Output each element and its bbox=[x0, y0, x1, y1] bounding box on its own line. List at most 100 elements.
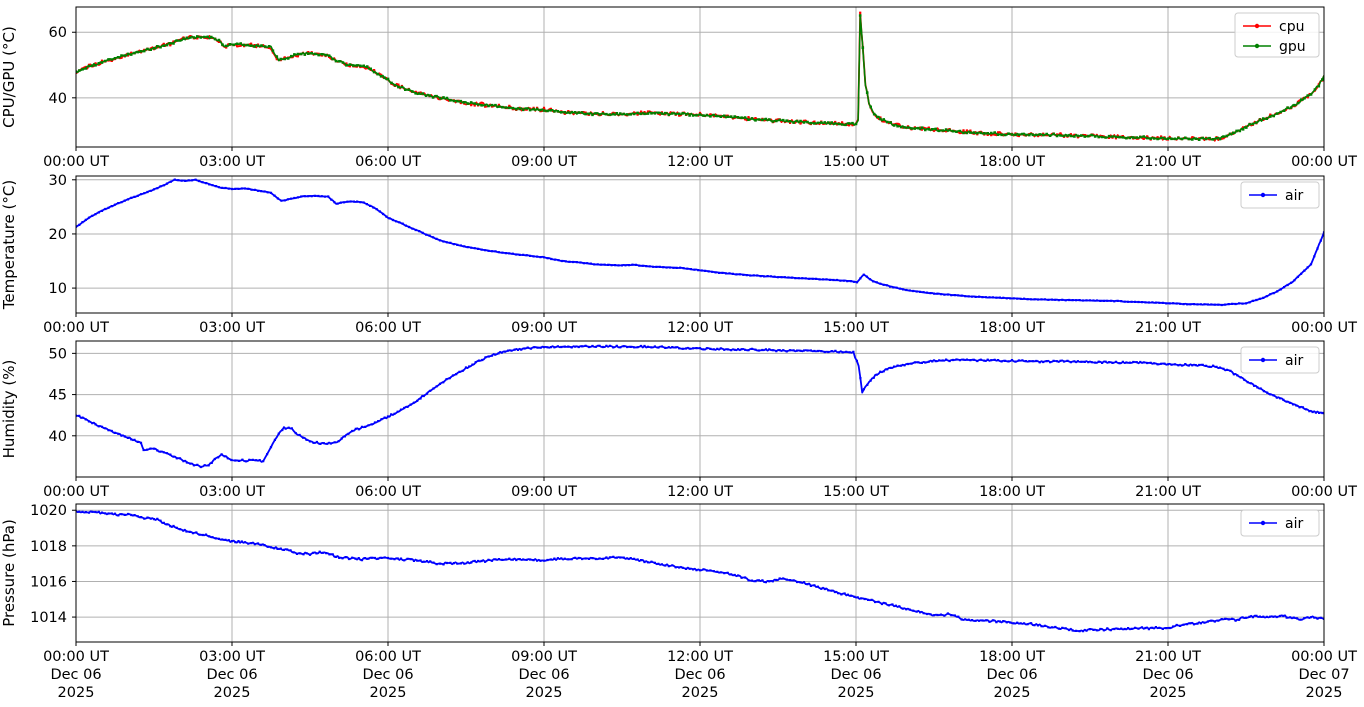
x-tick-year: 2025 bbox=[214, 685, 251, 701]
y-tick-label: 1014 bbox=[30, 610, 67, 626]
legend-box bbox=[1240, 509, 1320, 537]
x-tick-date: Dec 06 bbox=[986, 667, 1037, 683]
y-tick-label: 30 bbox=[49, 173, 67, 189]
legend-box bbox=[1240, 181, 1320, 209]
subplot-pressure-hpa-: 00:00 UT Dec 06 2025 03:00 UT Dec 06 2025 06:0… bbox=[0, 503, 1357, 701]
x-tick-label: 00:00 UT bbox=[1291, 320, 1357, 336]
legend-marker-dot bbox=[1260, 520, 1266, 526]
x-tick-label: 03:00 UT bbox=[199, 154, 265, 170]
x-tick-label: 06:00 UT bbox=[355, 649, 421, 665]
x-tick-label: 00:00 UT bbox=[1291, 154, 1357, 170]
y-tick-label: 10 bbox=[49, 281, 67, 297]
x-tick-label: 06:00 UT bbox=[355, 154, 421, 170]
x-tick-date: Dec 06 bbox=[206, 667, 257, 683]
y-tick-label: 1018 bbox=[30, 539, 67, 555]
x-tick-year: 2025 bbox=[370, 685, 407, 701]
x-tick-date: Dec 06 bbox=[362, 667, 413, 683]
y-tick-label: 60 bbox=[49, 25, 67, 41]
x-tick-date: Dec 06 bbox=[1142, 667, 1193, 683]
legend-marker-dot bbox=[1254, 23, 1260, 29]
series-layer bbox=[76, 344, 1324, 469]
legend-box bbox=[1240, 346, 1320, 374]
x-tick-year: 2025 bbox=[1306, 685, 1343, 701]
legend-label: cpu bbox=[1279, 19, 1304, 35]
subplot-humidity-: 00:00 UT 03:00 UT 06:00 UT 09:00 UT 12:00 UT… bbox=[0, 340, 1357, 500]
series-layer bbox=[76, 178, 1324, 307]
x-tick-year: 2025 bbox=[682, 685, 719, 701]
y-tick-label: 1016 bbox=[30, 574, 67, 590]
x-tick-label: 09:00 UT bbox=[511, 484, 577, 500]
x-tick-label: 06:00 UT bbox=[355, 484, 421, 500]
x-tick-label: 15:00 UT bbox=[823, 484, 889, 500]
legend-marker-dot bbox=[1254, 43, 1260, 49]
x-tick-label: 21:00 UT bbox=[1135, 154, 1201, 170]
x-tick-year: 2025 bbox=[1150, 685, 1187, 701]
legend-box bbox=[1234, 12, 1320, 58]
x-tick-label: 21:00 UT bbox=[1135, 320, 1201, 336]
x-tick-date: Dec 06 bbox=[518, 667, 569, 683]
x-tick-label: 18:00 UT bbox=[979, 154, 1045, 170]
legend-label: air bbox=[1285, 188, 1303, 204]
series-markers-air bbox=[76, 178, 1324, 307]
x-tick-label: 09:00 UT bbox=[511, 320, 577, 336]
series-layer bbox=[76, 11, 1324, 142]
x-tick-label: 15:00 UT bbox=[823, 154, 889, 170]
x-tick-label: 03:00 UT bbox=[199, 649, 265, 665]
x-tick-year: 2025 bbox=[58, 685, 95, 701]
x-tick-year: 2025 bbox=[994, 685, 1031, 701]
y-axis-title: CPU/GPU (°C) bbox=[0, 26, 18, 128]
x-tick-date: Dec 06 bbox=[830, 667, 881, 683]
y-axis-title: Humidity (%) bbox=[0, 360, 18, 459]
legend-label: gpu bbox=[1279, 39, 1306, 55]
x-tick-date: Dec 06 bbox=[674, 667, 725, 683]
y-tick-label: 20 bbox=[49, 227, 67, 243]
x-tick-label: 09:00 UT bbox=[511, 649, 577, 665]
x-tick-label: 06:00 UT bbox=[355, 320, 421, 336]
legend-marker-dot bbox=[1260, 192, 1266, 198]
x-tick-year: 2025 bbox=[526, 685, 563, 701]
y-axis-title: Pressure (hPa) bbox=[0, 519, 18, 627]
x-tick-date: Dec 07 bbox=[1298, 667, 1349, 683]
y-tick-label: 45 bbox=[49, 388, 67, 404]
series-layer bbox=[76, 510, 1324, 633]
x-tick-label: 15:00 UT bbox=[823, 320, 889, 336]
x-tick-label: 00:00 UT bbox=[1291, 649, 1357, 665]
legend-label: air bbox=[1285, 516, 1303, 532]
x-tick-label: 18:00 UT bbox=[979, 320, 1045, 336]
series-markers-gpu bbox=[76, 14, 1324, 141]
subplot-temperature-c-: 00:00 UT 03:00 UT 06:00 UT 09:00 UT 12:00 UT… bbox=[0, 173, 1357, 336]
legend: cpu gpu bbox=[1234, 12, 1320, 58]
legend: air bbox=[1240, 509, 1320, 537]
x-tick-label: 03:00 UT bbox=[199, 484, 265, 500]
x-tick-label: 00:00 UT bbox=[43, 320, 109, 336]
x-tick-label: 21:00 UT bbox=[1135, 649, 1201, 665]
x-tick-label: 12:00 UT bbox=[667, 320, 733, 336]
y-tick-label: 50 bbox=[49, 346, 67, 362]
legend-marker-dot bbox=[1260, 357, 1266, 363]
y-tick-label: 1020 bbox=[30, 503, 67, 519]
legend: air bbox=[1240, 181, 1320, 209]
x-tick-date: Dec 06 bbox=[50, 667, 101, 683]
x-tick-label: 00:00 UT bbox=[1291, 484, 1357, 500]
x-tick-label: 18:00 UT bbox=[979, 649, 1045, 665]
x-tick-label: 00:00 UT bbox=[43, 154, 109, 170]
series-markers-air bbox=[76, 344, 1324, 469]
x-tick-label: 00:00 UT bbox=[43, 484, 109, 500]
x-tick-label: 00:00 UT bbox=[43, 649, 109, 665]
y-tick-label: 40 bbox=[49, 91, 67, 107]
x-tick-label: 21:00 UT bbox=[1135, 484, 1201, 500]
x-tick-label: 15:00 UT bbox=[823, 649, 889, 665]
x-tick-label: 03:00 UT bbox=[199, 320, 265, 336]
x-tick-label: 12:00 UT bbox=[667, 649, 733, 665]
y-axis-title: Temperature (°C) bbox=[0, 180, 18, 310]
y-tick-label: 40 bbox=[49, 429, 67, 445]
series-markers-air bbox=[76, 510, 1324, 633]
subplot-cpu-gpu-c-: 00:00 UT 03:00 UT 06:00 UT 09:00 UT 12:00 UT… bbox=[0, 6, 1357, 170]
x-tick-label: 09:00 UT bbox=[511, 154, 577, 170]
x-tick-label: 12:00 UT bbox=[667, 484, 733, 500]
x-tick-year: 2025 bbox=[838, 685, 875, 701]
legend-label: air bbox=[1285, 353, 1303, 369]
legend: air bbox=[1240, 346, 1320, 374]
